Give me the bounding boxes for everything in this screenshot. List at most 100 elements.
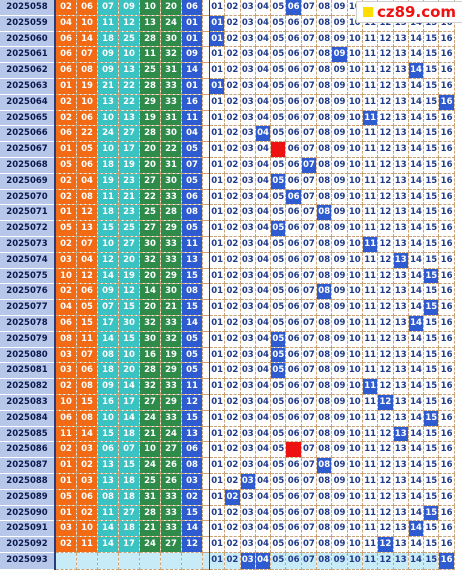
blue-trend-cell: 13 <box>393 552 409 570</box>
blue-trend-cell: 10 <box>347 110 363 127</box>
blue-trend-cell: 10 <box>347 141 363 158</box>
blue-trend-cell: 13 <box>393 441 409 459</box>
red-ball-cell: 33 <box>160 252 182 269</box>
red-ball-cell: 04 <box>55 15 77 32</box>
blue-trend-cell: 02 <box>224 62 241 79</box>
red-ball-cell: 27 <box>118 236 140 253</box>
blue-hit-cell: 11 <box>362 236 379 253</box>
blue-trend-cell: 01 <box>209 252 226 269</box>
blue-trend-cell: 05 <box>270 315 287 332</box>
blue-trend-cell: 08 <box>316 520 333 538</box>
blue-trend-cell: 08 <box>316 236 333 253</box>
blue-trend-cell: 04 <box>255 173 272 190</box>
blue-trend-cell: 10 <box>347 378 363 395</box>
blue-trend-cell: 09 <box>331 0 348 16</box>
issue-number: 2025083 <box>0 394 56 411</box>
blue-trend-cell: 05 <box>270 410 287 427</box>
draw-row: 2025082 02 08 09 14 32 33 11 01 02 03 04 05 06 07 08 09 1… <box>0 378 455 395</box>
issue-number: 2025069 <box>0 173 56 190</box>
red-ball-cell: 10 <box>76 520 98 538</box>
blue-trend-cell: 04 <box>255 283 272 301</box>
blue-trend-cell: 10 <box>347 489 363 506</box>
blue-trend-cell: 09 <box>331 299 348 316</box>
blue-trend-cell: 04 <box>255 410 272 427</box>
blue-trend-cell: 14 <box>408 347 425 364</box>
red-ball-cell: 29 <box>160 268 182 285</box>
blue-trend-cell: 02 <box>224 315 241 332</box>
red-ball-cell: 07 <box>118 441 140 459</box>
column-gap <box>202 204 210 222</box>
blue-trend-cell: 02 <box>224 31 241 48</box>
blue-ball-cell: 05 <box>181 220 203 237</box>
blue-trend-cell: 08 <box>316 552 333 570</box>
draw-row: 2025076 02 06 09 12 14 30 08 01 02 03 04 05 06 07 08 09 1… <box>0 283 455 301</box>
blue-trend-cell: 09 <box>331 220 348 237</box>
blue-trend-cell: 16 <box>438 394 455 411</box>
red-ball-cell <box>97 552 119 570</box>
blue-trend-cell: 15 <box>423 473 440 490</box>
blue-trend-cell: 10 <box>347 505 363 522</box>
draw-row: 2025062 06 08 09 13 25 31 14 01 02 03 04 05 06 07 08 09 1… <box>0 62 455 79</box>
issue-number: 2025089 <box>0 489 56 506</box>
blue-trend-cell: 04 <box>255 347 272 364</box>
blue-trend-cell: 03 <box>240 15 256 32</box>
red-ball-cell: 06 <box>76 0 98 16</box>
blue-trend-cell: 09 <box>331 315 348 332</box>
blue-trend-cell: 02 <box>224 347 241 364</box>
blue-trend-cell: 02 <box>224 283 241 301</box>
blue-trend-cell: 14 <box>408 552 425 570</box>
red-ball-cell: 17 <box>97 315 119 332</box>
blue-ball-cell: 14 <box>181 62 203 79</box>
red-ball-cell: 22 <box>160 141 182 158</box>
blue-trend-cell: 08 <box>316 141 333 158</box>
blue-trend-cell: 03 <box>240 283 256 301</box>
blue-trend-cell: 11 <box>362 394 379 411</box>
blue-trend-cell: 04 <box>255 141 272 158</box>
red-ball-cell: 10 <box>76 15 98 32</box>
red-ball-cell: 19 <box>118 157 140 174</box>
blue-trend-cell: 13 <box>393 173 409 190</box>
blue-ball-cell: 11 <box>181 378 203 395</box>
draw-row: 2025073 02 07 10 27 30 33 11 01 02 03 04 05 06 07 08 09 1… <box>0 236 455 253</box>
blue-trend-cell: 02 <box>224 268 241 285</box>
blue-trend-cell: 06 <box>285 173 302 190</box>
blue-trend-cell: 09 <box>331 252 348 269</box>
blue-trend-cell: 09 <box>331 62 348 79</box>
blue-trend-cell: 07 <box>301 31 318 48</box>
blue-hit-cell: 08 <box>316 204 333 222</box>
blue-trend-cell: 04 <box>255 362 272 380</box>
blue-trend-cell: 01 <box>209 299 226 316</box>
blue-trend-cell: 07 <box>301 520 318 538</box>
blue-trend-cell: 13 <box>393 410 409 427</box>
blue-trend-cell: 07 <box>301 268 318 285</box>
draw-row: 2025083 10 15 16 17 27 29 12 01 02 03 04 05 06 07 08 09 1… <box>0 394 455 411</box>
red-ball-cell: 21 <box>139 520 161 538</box>
blue-trend-cell: 16 <box>438 220 455 237</box>
blue-trend-cell: 15 <box>423 347 440 364</box>
column-gap <box>202 110 210 127</box>
blue-trend-cell: 06 <box>285 252 302 269</box>
blue-trend-cell: 11 <box>362 283 379 301</box>
blue-trend-cell: 15 <box>423 362 440 380</box>
blue-trend-cell: 02 <box>224 331 241 348</box>
red-ball-cell: 33 <box>160 315 182 332</box>
red-ball-cell: 28 <box>139 362 161 380</box>
blue-trend-cell: 03 <box>240 331 256 348</box>
red-ball-cell: 19 <box>160 347 182 364</box>
blue-trend-cell: 06 <box>285 94 302 111</box>
blue-trend-cell: 01 <box>209 489 226 506</box>
blue-trend-cell: 01 <box>209 189 226 206</box>
blue-trend-cell: 12 <box>377 62 394 79</box>
blue-trend-cell: 10 <box>347 473 363 490</box>
column-gap <box>202 426 210 443</box>
blue-trend-cell: 08 <box>316 536 333 553</box>
red-ball-cell <box>118 552 140 570</box>
blue-trend-cell: 09 <box>331 204 348 222</box>
blue-trend-cell: 13 <box>393 94 409 111</box>
blue-trend-cell: 01 <box>209 473 226 490</box>
red-ball-cell: 05 <box>55 220 77 237</box>
blue-trend-cell: 04 <box>255 505 272 522</box>
issue-number: 2025068 <box>0 157 56 174</box>
red-ball-cell: 10 <box>55 394 77 411</box>
